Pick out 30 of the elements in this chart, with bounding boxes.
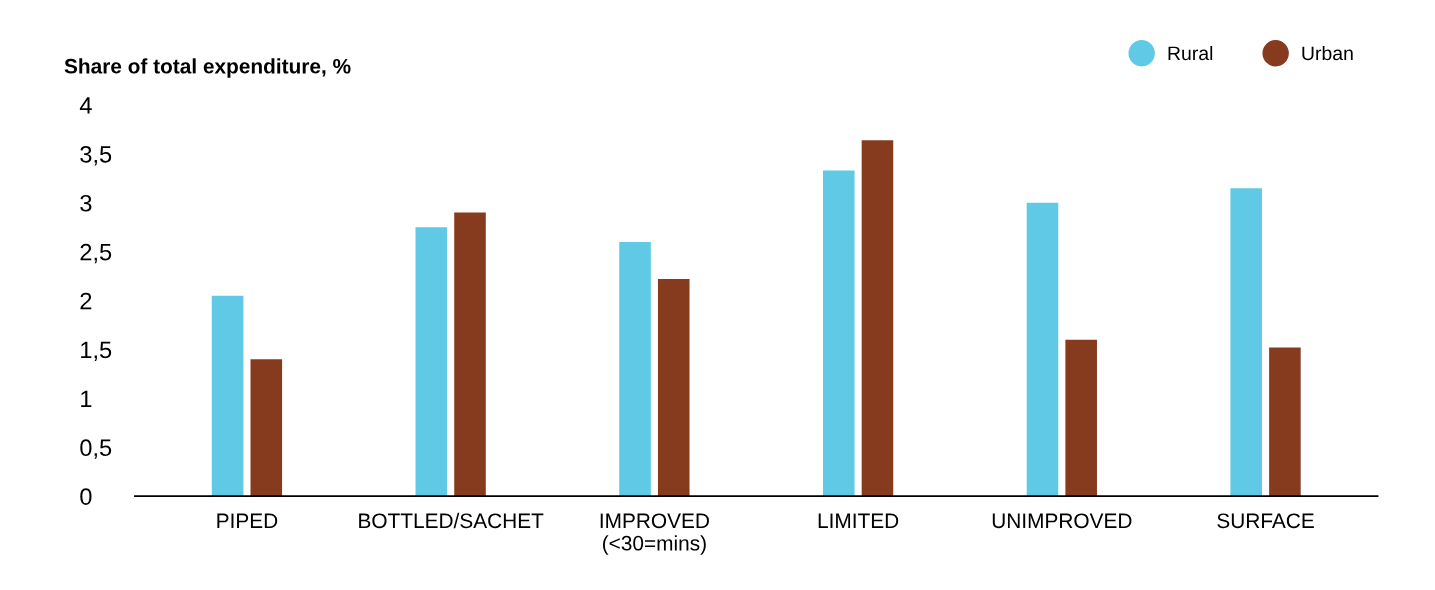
x-tick-label: PIPED [217, 513, 278, 528]
y-tick-label: 1 [81, 390, 92, 407]
bar [1026, 202, 1059, 497]
bar [657, 279, 690, 497]
bar [822, 170, 855, 497]
y-tick-label: 3 [80, 194, 92, 212]
bar [415, 227, 448, 497]
y-tick-label: 0 [80, 488, 92, 505]
x-tick-label: SURFACE [1217, 513, 1314, 529]
bar [454, 212, 486, 497]
y-tick-label: 3,5 [80, 145, 112, 166]
x-tick-label: LIMITED [818, 513, 899, 528]
bar [1269, 347, 1301, 497]
y-tick-label: 2,5 [80, 243, 112, 264]
x-tick-label: IMPROVED (<30=mins) [600, 513, 709, 555]
legend-label: Rural [1168, 45, 1213, 61]
bar [250, 359, 283, 497]
bar [1230, 188, 1262, 497]
x-tick-label: BOTTLED/SACHET [359, 512, 544, 529]
bar [619, 241, 651, 497]
x-tick-label: UNIMPROVED [992, 513, 1132, 529]
y-tick-label: 4 [79, 97, 92, 114]
y-tick-label: 1,5 [81, 341, 112, 362]
bar [1065, 339, 1097, 497]
bar [211, 295, 244, 497]
bar [861, 140, 894, 497]
legend-label: Urban [1302, 45, 1353, 61]
chart-title: Share of total expenditure, % [64, 58, 351, 78]
y-tick-label: 2 [80, 292, 92, 310]
y-tick-label: 0,5 [80, 439, 112, 459]
